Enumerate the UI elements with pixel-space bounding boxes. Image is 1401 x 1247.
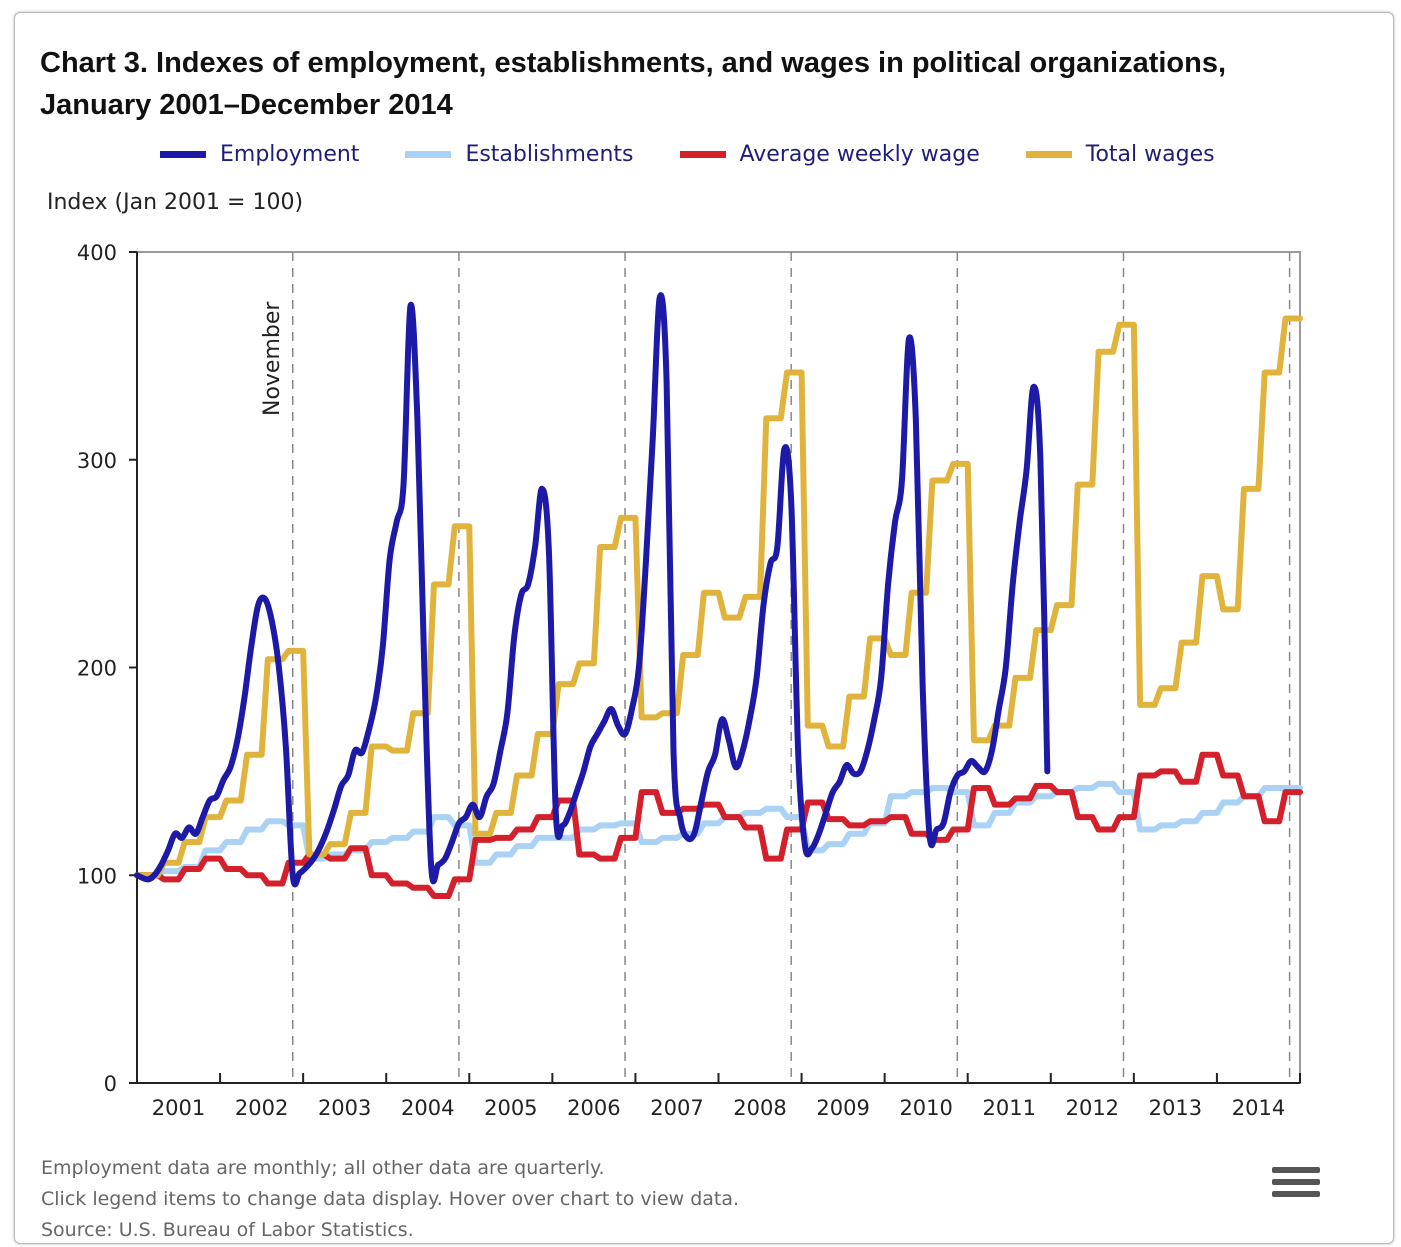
y-axis-title: Index (Jan 2001 = 100) [47,190,304,215]
x-tick-label-2005: 2005 [484,1096,537,1120]
x-tick-label-2001: 2001 [152,1096,205,1120]
x-tick-label-2006: 2006 [567,1096,620,1120]
legend-swatch-employment [160,150,206,158]
y-tick-label-100: 100 [77,864,117,888]
legend-swatch-total-wages [1025,150,1072,158]
plot-border [136,251,1301,1084]
chart-title: Chart 3. Indexes of employment, establis… [40,47,1227,121]
legend-swatch-average-weekly-wage [679,150,726,158]
note-frequency: Employment data are monthly; all other d… [41,1157,605,1179]
menu-bar-top [1272,1167,1320,1173]
x-tick-label-2004: 2004 [401,1096,454,1120]
series-line-establishments[interactable] [134,780,1303,879]
menu-bar-middle [1272,1179,1320,1185]
november-annotation: November [260,301,285,416]
x-tick-label-2002: 2002 [235,1096,288,1120]
x-tick-label-2012: 2012 [1066,1096,1119,1120]
y-tick-label-200: 200 [77,657,117,681]
x-tick-label-2008: 2008 [733,1096,786,1120]
series-line-total-wages[interactable] [134,315,1303,879]
note-instructions: Click legend items to change data displa… [41,1188,740,1210]
y-tick-label-400: 400 [77,241,117,265]
series-line-employment[interactable] [134,292,1051,888]
x-tick-label-2007: 2007 [650,1096,703,1120]
legend: Employment Establishments Average weekly… [160,138,1261,170]
x-tick-label-2009: 2009 [816,1096,869,1120]
x-tick-label-2010: 2010 [899,1096,952,1120]
legend-swatch-establishments [405,150,452,158]
legend-label-establishments: Establishments [465,141,634,167]
legend-item-average-weekly-wage[interactable]: Average weekly wage [679,141,980,167]
series-line-average-weekly-wage[interactable] [134,751,1303,900]
chart-container [14,12,1394,1244]
y-tick-label-300: 300 [77,449,117,473]
menu-bar-bottom [1272,1191,1320,1197]
legend-item-employment[interactable]: Employment [160,142,359,167]
x-tick-label-2011: 2011 [983,1096,1036,1120]
hamburger-menu-icon[interactable] [1272,1167,1320,1207]
legend-label-employment: Employment [220,141,360,167]
x-tick-label-2013: 2013 [1149,1096,1202,1120]
note-source: Source: U.S. Bureau of Labor Statistics. [41,1219,414,1241]
x-tick-label-2014: 2014 [1232,1096,1285,1120]
x-tick-label-2003: 2003 [318,1096,371,1120]
legend-item-establishments[interactable]: Establishments [405,141,634,167]
legend-label-average-weekly-wage: Average weekly wage [739,141,980,167]
legend-label-total-wages: Total wages [1085,141,1215,167]
legend-item-total-wages[interactable]: Total wages [1025,141,1215,167]
y-tick-label-0: 0 [104,1072,117,1096]
